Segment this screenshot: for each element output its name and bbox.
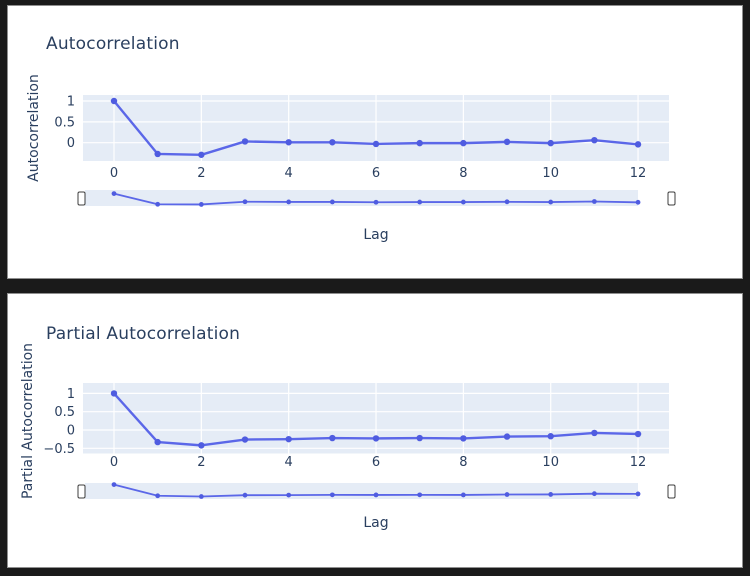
rangeslider-data-point — [286, 492, 292, 498]
data-point[interactable] — [416, 139, 423, 147]
data-point[interactable] — [285, 139, 292, 146]
data-point[interactable] — [241, 436, 249, 443]
rangeslider-data-point — [548, 492, 554, 497]
x-tick-label: 0 — [110, 166, 118, 181]
rangeslider-data-point — [111, 191, 117, 197]
x-axis-title: Lag — [363, 515, 389, 531]
rangeslider-right-handle[interactable] — [667, 484, 676, 499]
rangeslider-data-point — [155, 493, 161, 499]
data-point[interactable] — [634, 430, 642, 438]
data-point[interactable] — [198, 151, 205, 158]
x-tick-label: 0 — [110, 455, 118, 470]
rangeslider-data-point — [417, 199, 423, 205]
data-point[interactable] — [110, 97, 118, 105]
y-tick-label: 1 — [67, 387, 75, 402]
x-axis-title: Lag — [363, 227, 389, 243]
y-tick-label: 0 — [67, 424, 75, 439]
rangeslider-data-point — [460, 199, 466, 205]
rangeslider-data-point — [242, 492, 248, 498]
y-tick-label: 0.5 — [54, 115, 75, 130]
data-point[interactable] — [110, 390, 118, 397]
x-tick-label: 6 — [372, 166, 380, 181]
chart-title: Partial Autocorrelation — [46, 324, 241, 344]
rangeslider-data-point — [591, 199, 597, 204]
rangeslider-data-point — [504, 492, 510, 497]
rangeslider-left-handle[interactable] — [77, 191, 86, 206]
x-tick-label: 10 — [542, 455, 559, 470]
rangeslider-data-point — [329, 199, 335, 205]
x-tick-label: 12 — [630, 166, 647, 181]
data-point[interactable] — [329, 434, 336, 442]
data-point[interactable] — [372, 140, 380, 148]
y-tick-label: 0 — [67, 136, 75, 151]
rangeslider-left-handle[interactable] — [77, 484, 86, 499]
y-tick-label: 0.5 — [54, 405, 75, 420]
y-tick-label: 1 — [67, 95, 75, 110]
y-tick-label: −0.5 — [43, 442, 75, 457]
data-point[interactable] — [591, 429, 598, 437]
data-point[interactable] — [460, 139, 467, 147]
rangeslider-right-handle[interactable] — [667, 191, 676, 206]
x-tick-label: 12 — [630, 455, 647, 470]
x-tick-label: 2 — [197, 166, 205, 181]
data-point[interactable] — [503, 138, 511, 146]
data-point[interactable] — [154, 150, 161, 158]
rangeslider-data-point — [635, 491, 641, 497]
x-tick-label: 8 — [459, 455, 467, 470]
partial-autocorrelation-card: Partial Autocorrelation Partial Autocorr… — [7, 293, 743, 568]
rangeslider-data-point — [635, 199, 641, 205]
rangeslider-data-point — [548, 199, 554, 205]
data-point[interactable] — [547, 433, 554, 440]
rangeslider-data-point — [329, 492, 335, 498]
rangeslider-data-point — [417, 492, 423, 498]
x-tick-label: 6 — [372, 455, 380, 470]
rangeslider-data-point — [373, 199, 379, 205]
x-tick-label: 4 — [285, 166, 293, 181]
x-tick-label: 2 — [197, 455, 205, 470]
data-point[interactable] — [241, 138, 249, 145]
x-tick-label: 4 — [285, 455, 293, 470]
data-point[interactable] — [503, 433, 511, 440]
rangeslider-data-point — [111, 482, 117, 487]
rangeslider-data-point — [198, 202, 204, 207]
rangeslider-data-point — [286, 199, 292, 205]
data-point[interactable] — [198, 442, 205, 449]
pacf-chart-canvas[interactable]: 0 2 4 6 8 10 12 1 0.5 0 −0.5 — [8, 294, 744, 569]
x-tick-label: 10 — [542, 166, 559, 181]
data-point[interactable] — [591, 136, 598, 144]
rangeslider-data-point — [198, 494, 204, 499]
data-point[interactable] — [372, 435, 380, 442]
data-point[interactable] — [547, 139, 554, 147]
acf-chart-canvas[interactable]: 0 2 4 6 8 10 12 1 0.5 0 — [8, 6, 744, 280]
rangeslider-data-point — [504, 199, 510, 205]
rangeslider-data-point — [373, 492, 379, 498]
data-point[interactable] — [416, 434, 423, 442]
rangeslider-data-point — [155, 201, 161, 207]
data-point[interactable] — [285, 435, 292, 443]
data-point[interactable] — [460, 435, 467, 442]
chart-title: Autocorrelation — [46, 34, 180, 54]
data-point[interactable] — [634, 141, 642, 148]
x-tick-label: 8 — [459, 166, 467, 181]
autocorrelation-card: Autocorrelation Autocorrelation 0 2 4 6 8 10 1… — [7, 5, 743, 279]
rangeslider-data-point — [591, 491, 597, 497]
rangeslider-data-point — [460, 492, 466, 498]
rangeslider-data-point — [242, 199, 248, 205]
data-point[interactable] — [329, 139, 336, 146]
data-point[interactable] — [154, 438, 161, 446]
